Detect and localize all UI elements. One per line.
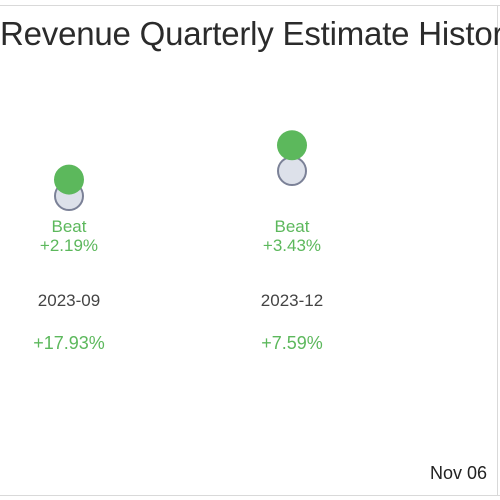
actual-marker [277, 130, 307, 161]
actual-marker [54, 164, 84, 195]
frame-bottom-border [0, 495, 500, 496]
chart-title: Revenue Quarterly Estimate History [0, 15, 500, 52]
frame-right-border [497, 5, 498, 496]
period-label: 2023-12 [261, 291, 323, 310]
result-label: Beat [52, 217, 87, 236]
surprise-label: +3.43% [263, 236, 321, 255]
result-label: Beat [275, 217, 310, 236]
estimate-marker [277, 156, 307, 186]
change-label: +17.93% [33, 333, 105, 353]
frame-top-border [0, 5, 500, 6]
period-label: 2023-09 [38, 291, 100, 310]
surprise-label: +2.19% [40, 236, 98, 255]
change-label: +7.59% [261, 333, 323, 353]
date-stamp: Nov 06 [430, 463, 488, 483]
